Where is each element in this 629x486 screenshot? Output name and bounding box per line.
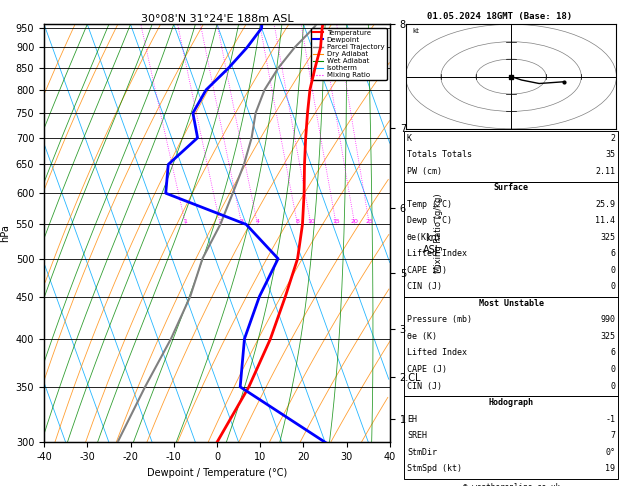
Text: CIN (J): CIN (J) bbox=[407, 382, 442, 391]
Text: K: K bbox=[407, 134, 412, 143]
Text: Mixing Ratio (g/kg): Mixing Ratio (g/kg) bbox=[434, 193, 443, 273]
Text: 0: 0 bbox=[610, 266, 615, 275]
Text: 0°: 0° bbox=[605, 448, 615, 457]
X-axis label: Dewpoint / Temperature (°C): Dewpoint / Temperature (°C) bbox=[147, 468, 287, 478]
Text: 15: 15 bbox=[332, 220, 340, 225]
Text: Pressure (mb): Pressure (mb) bbox=[407, 315, 472, 325]
Text: 2: 2 bbox=[218, 220, 222, 225]
Legend: Temperature, Dewpoint, Parcel Trajectory, Dry Adiabat, Wet Adiabat, Isotherm, Mi: Temperature, Dewpoint, Parcel Trajectory… bbox=[311, 28, 386, 80]
Text: CAPE (J): CAPE (J) bbox=[407, 365, 447, 374]
Text: -1: -1 bbox=[605, 415, 615, 424]
Text: © weatheronline.co.uk: © weatheronline.co.uk bbox=[463, 483, 560, 486]
Text: 4: 4 bbox=[255, 220, 260, 225]
Text: 0: 0 bbox=[610, 382, 615, 391]
Text: 19: 19 bbox=[605, 464, 615, 473]
Text: Hodograph: Hodograph bbox=[489, 398, 534, 407]
Y-axis label: hPa: hPa bbox=[0, 225, 10, 242]
Text: EH: EH bbox=[407, 415, 417, 424]
Text: 8: 8 bbox=[296, 220, 299, 225]
Text: 35: 35 bbox=[605, 150, 615, 159]
Text: Totals Totals: Totals Totals bbox=[407, 150, 472, 159]
Text: SREH: SREH bbox=[407, 431, 427, 440]
Text: 2: 2 bbox=[610, 134, 615, 143]
Text: PW (cm): PW (cm) bbox=[407, 167, 442, 176]
Text: 25.9: 25.9 bbox=[595, 200, 615, 209]
Text: 10: 10 bbox=[307, 220, 315, 225]
Text: Surface: Surface bbox=[494, 183, 529, 192]
Text: θe(K): θe(K) bbox=[407, 233, 432, 242]
Text: Most Unstable: Most Unstable bbox=[479, 299, 544, 308]
Y-axis label: km
ASL: km ASL bbox=[423, 233, 442, 255]
Text: 1: 1 bbox=[184, 220, 187, 225]
Text: 6: 6 bbox=[610, 249, 615, 259]
Text: StmSpd (kt): StmSpd (kt) bbox=[407, 464, 462, 473]
Text: Lifted Index: Lifted Index bbox=[407, 348, 467, 358]
Text: Dewp (°C): Dewp (°C) bbox=[407, 216, 452, 226]
Text: 2.11: 2.11 bbox=[595, 167, 615, 176]
Text: 11.4: 11.4 bbox=[595, 216, 615, 226]
Title: 30°08'N 31°24'E 188m ASL: 30°08'N 31°24'E 188m ASL bbox=[141, 14, 293, 23]
Text: CIN (J): CIN (J) bbox=[407, 282, 442, 292]
Text: kt: kt bbox=[413, 28, 420, 34]
Text: 25: 25 bbox=[365, 220, 374, 225]
Text: 325: 325 bbox=[600, 233, 615, 242]
Text: 0: 0 bbox=[610, 365, 615, 374]
Text: StmDir: StmDir bbox=[407, 448, 437, 457]
Text: 3: 3 bbox=[240, 220, 243, 225]
Text: Temp (°C): Temp (°C) bbox=[407, 200, 452, 209]
Text: 325: 325 bbox=[600, 332, 615, 341]
Text: 6: 6 bbox=[610, 348, 615, 358]
Text: θe (K): θe (K) bbox=[407, 332, 437, 341]
Text: Lifted Index: Lifted Index bbox=[407, 249, 467, 259]
Text: 990: 990 bbox=[600, 315, 615, 325]
Text: 01.05.2024 18GMT (Base: 18): 01.05.2024 18GMT (Base: 18) bbox=[428, 12, 572, 21]
Text: CAPE (J): CAPE (J) bbox=[407, 266, 447, 275]
Text: 0: 0 bbox=[610, 282, 615, 292]
Text: 7: 7 bbox=[610, 431, 615, 440]
Text: 20: 20 bbox=[351, 220, 359, 225]
